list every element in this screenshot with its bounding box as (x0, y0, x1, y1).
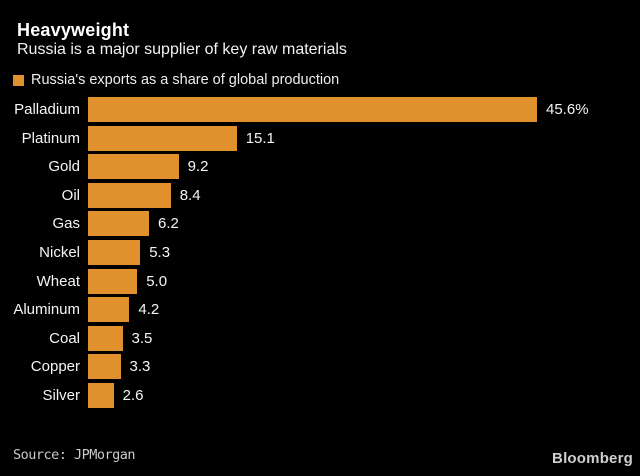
value-label: 3.5 (131, 329, 153, 347)
category-label: Wheat (36, 272, 80, 290)
bar-row: Nickel 5.3 (0, 239, 640, 265)
bar (88, 182, 171, 208)
category-label: Gold (48, 158, 80, 176)
bloomberg-logo: Bloomberg (552, 450, 633, 467)
category-label: Nickel (39, 243, 80, 261)
bar (88, 239, 141, 265)
bar (88, 297, 130, 323)
category-label: Coal (49, 329, 80, 347)
bar (88, 354, 121, 380)
category-label: Oil (61, 186, 80, 204)
category-label: Gas (52, 215, 80, 233)
legend-label: Russia's exports as a share of global pr… (31, 72, 340, 88)
category-label: Palladium (14, 101, 80, 118)
value-label: 9.2 (187, 158, 209, 176)
bar-row: Gold 9.2 (0, 154, 640, 180)
bar-row: Platinum 15.1 (0, 125, 640, 151)
category-label: Aluminum (13, 301, 80, 319)
value-label: 45.6% (546, 101, 589, 118)
category-label: Silver (42, 386, 80, 404)
value-label: 2.6 (122, 386, 144, 404)
bar (88, 268, 138, 294)
bar-row: Oil 8.4 (0, 182, 640, 208)
chart-subtitle: Russia is a major supplier of key raw ma… (17, 41, 347, 58)
value-label: 6.2 (158, 215, 179, 233)
bar (88, 154, 179, 180)
bar-row: Coal 3.5 (0, 325, 640, 351)
bar-row: Gas 6.2 (0, 211, 640, 237)
chart-title: Heavyweight (17, 20, 130, 40)
category-label: Copper (30, 358, 80, 376)
bar (88, 97, 537, 122)
bar-row: Wheat 5.0 (0, 268, 640, 294)
bar (88, 325, 123, 351)
bar-rows: Palladium 45.6% Platinum 15.1 Gold 9.2 O… (0, 97, 640, 408)
legend: Russia's exports as a share of global pr… (13, 72, 339, 88)
value-label: 3.3 (129, 358, 151, 376)
bar-row: Aluminum 4.2 (0, 297, 640, 323)
value-label: 15.1 (245, 129, 275, 147)
bar (88, 382, 114, 408)
value-label: 5.3 (149, 243, 171, 261)
category-label: Platinum (21, 129, 80, 147)
bar (88, 125, 237, 151)
value-label: 5.0 (146, 272, 168, 290)
legend-swatch-icon (13, 74, 24, 86)
bar-row: Copper 3.3 (0, 354, 640, 380)
bar-row: Palladium 45.6% (0, 97, 640, 122)
bar (88, 211, 149, 237)
bar-row: Silver 2.6 (0, 382, 640, 408)
source-note: Source: JPMorgan (13, 447, 136, 463)
value-label: 4.2 (138, 301, 160, 319)
value-label: 8.4 (179, 186, 201, 204)
